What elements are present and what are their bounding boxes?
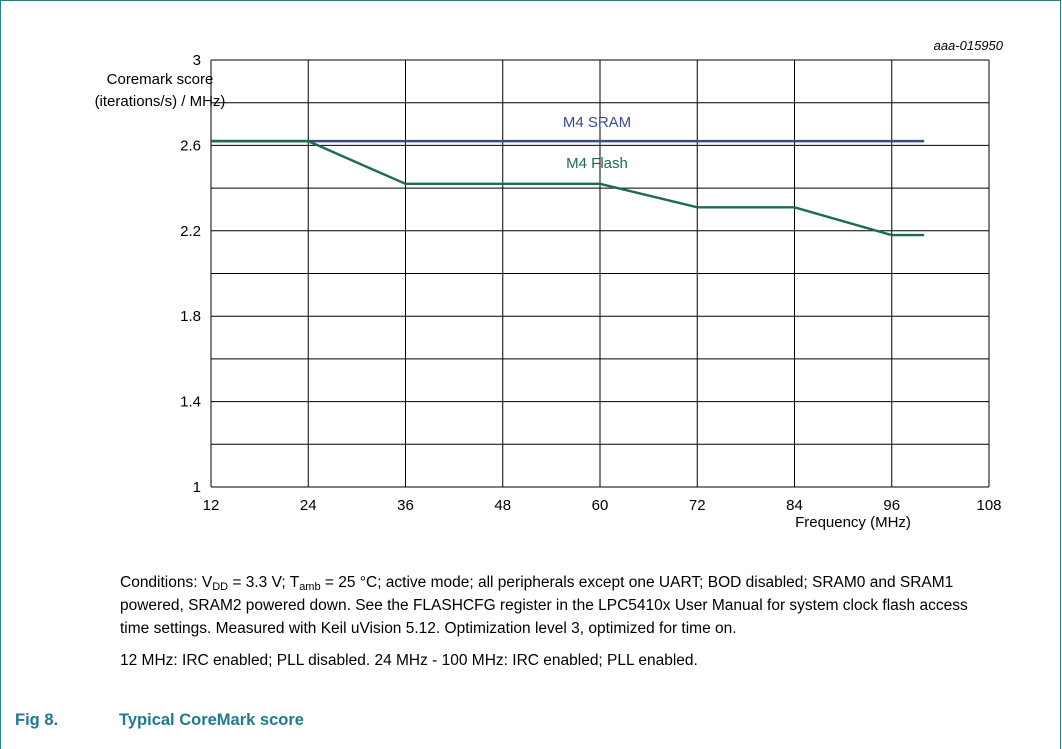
y-tick-label-1: 1 bbox=[193, 479, 201, 496]
x-tick-label-96: 96 bbox=[883, 497, 900, 514]
chart-grid bbox=[210, 59, 990, 488]
clock-note: 12 MHz: IRC enabled; PLL disabled. 24 MH… bbox=[120, 652, 698, 669]
chart-series: M4 SRAM M4 Flash bbox=[211, 114, 925, 237]
y-tick-label-1_4: 1.4 bbox=[180, 394, 201, 411]
figure-title-text: Typical CoreMark score bbox=[119, 711, 304, 729]
y-axis-title-line1: Coremark score bbox=[107, 71, 214, 88]
series-label-1: M4 Flash bbox=[566, 155, 628, 172]
x-tick-label-36: 36 bbox=[397, 497, 414, 514]
figure-id: aaa-015950 bbox=[934, 38, 1004, 53]
figure-caption: Conditions: VDD = 3.3 V; Tamb = 25 °C; a… bbox=[120, 571, 1000, 681]
y-tick-label-3: 3 bbox=[193, 52, 201, 69]
chart-ticks: 12 24 36 48 60 72 84 96 108 1 1.4 1.8 2.2 2.6 3 bbox=[180, 52, 1001, 514]
series-line-1 bbox=[211, 139, 925, 237]
x-tick-label-12: 12 bbox=[203, 497, 220, 514]
x-tick-label-108: 108 bbox=[976, 497, 1001, 514]
y-tick-label-1_8: 1.8 bbox=[180, 308, 201, 325]
x-tick-label-72: 72 bbox=[689, 497, 706, 514]
y-tick-label-2_6: 2.6 bbox=[180, 137, 201, 154]
x-tick-label-24: 24 bbox=[300, 497, 317, 514]
y-axis-title-line2: (iterations/s) / MHz) bbox=[95, 93, 226, 110]
x-tick-label-60: 60 bbox=[592, 497, 609, 514]
x-tick-label-84: 84 bbox=[786, 497, 803, 514]
x-axis-title: Frequency (MHz) bbox=[795, 514, 911, 531]
series-label-0: M4 SRAM bbox=[563, 114, 631, 131]
conditions-text: Conditions: VDD = 3.3 V; Tamb = 25 °C; a… bbox=[120, 574, 968, 637]
y-tick-label-2_2: 2.2 bbox=[180, 223, 201, 240]
figure-number: Fig 8. bbox=[15, 711, 59, 729]
figure-title: Fig 8. Typical CoreMark score bbox=[15, 711, 304, 730]
x-tick-label-48: 48 bbox=[494, 497, 511, 514]
